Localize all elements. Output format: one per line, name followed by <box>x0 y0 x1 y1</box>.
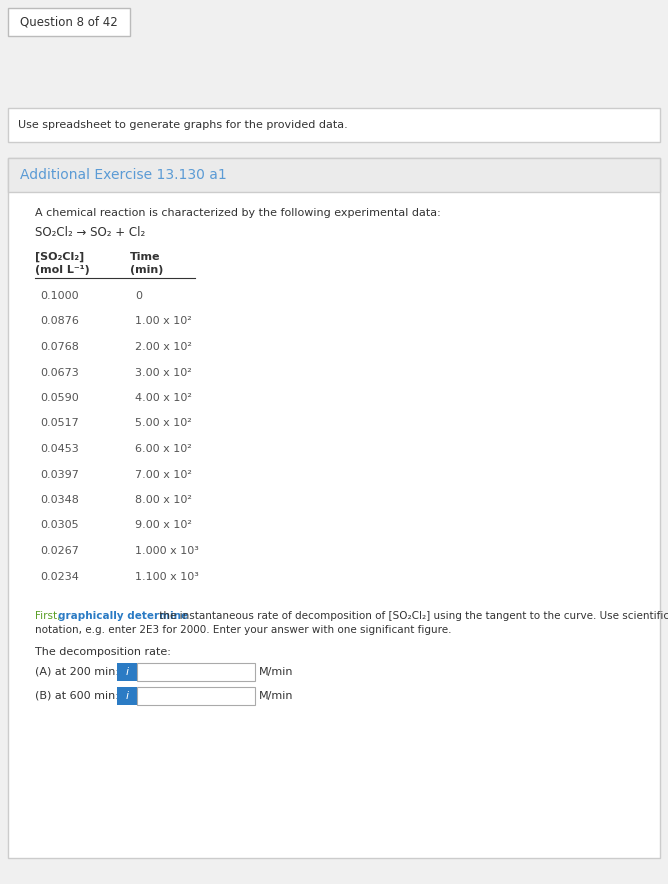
Text: M/min: M/min <box>259 691 293 701</box>
Text: 5.00 x 10²: 5.00 x 10² <box>135 418 192 429</box>
Text: 0.0348: 0.0348 <box>40 495 79 505</box>
Text: Question 8 of 42: Question 8 of 42 <box>20 16 118 28</box>
Bar <box>117 663 137 681</box>
Text: (mol L⁻¹): (mol L⁻¹) <box>35 265 90 275</box>
Text: 0.0517: 0.0517 <box>40 418 79 429</box>
Text: 0.0768: 0.0768 <box>40 342 79 352</box>
Text: 0.0397: 0.0397 <box>40 469 79 479</box>
Text: First,: First, <box>35 611 61 621</box>
Text: Additional Exercise 13.130 a1: Additional Exercise 13.130 a1 <box>20 168 226 182</box>
Text: 0.0267: 0.0267 <box>40 546 79 556</box>
Text: (A) at 200 min:: (A) at 200 min: <box>35 667 119 677</box>
Text: A chemical reaction is characterized by the following experimental data:: A chemical reaction is characterized by … <box>35 208 441 218</box>
Text: Time: Time <box>130 252 160 262</box>
Bar <box>8 158 660 192</box>
Text: 0.0453: 0.0453 <box>40 444 79 454</box>
Text: (B) at 600 min:: (B) at 600 min: <box>35 691 119 701</box>
Text: 6.00 x 10²: 6.00 x 10² <box>135 444 192 454</box>
Text: i: i <box>126 667 128 677</box>
Text: 9.00 x 10²: 9.00 x 10² <box>135 521 192 530</box>
Text: Use spreadsheet to generate graphs for the provided data.: Use spreadsheet to generate graphs for t… <box>18 120 348 130</box>
Text: M/min: M/min <box>259 667 293 677</box>
Text: 1.00 x 10²: 1.00 x 10² <box>135 316 192 326</box>
Text: 0.0590: 0.0590 <box>40 393 79 403</box>
Text: [SO₂Cl₂]: [SO₂Cl₂] <box>35 252 84 263</box>
Bar <box>8 8 130 36</box>
Text: 3.00 x 10²: 3.00 x 10² <box>135 368 192 377</box>
Text: 2.00 x 10²: 2.00 x 10² <box>135 342 192 352</box>
Text: SO₂Cl₂ → SO₂ + Cl₂: SO₂Cl₂ → SO₂ + Cl₂ <box>35 226 145 239</box>
Text: 4.00 x 10²: 4.00 x 10² <box>135 393 192 403</box>
Text: 0.0673: 0.0673 <box>40 368 79 377</box>
Text: 7.00 x 10²: 7.00 x 10² <box>135 469 192 479</box>
Bar <box>8 158 660 858</box>
Bar <box>137 687 255 705</box>
Text: 1.000 x 10³: 1.000 x 10³ <box>135 546 199 556</box>
Bar <box>117 687 137 705</box>
Text: 0.1000: 0.1000 <box>40 291 79 301</box>
Text: The decomposition rate:: The decomposition rate: <box>35 647 171 657</box>
Text: 0.0876: 0.0876 <box>40 316 79 326</box>
Text: 1.100 x 10³: 1.100 x 10³ <box>135 571 199 582</box>
Text: i: i <box>126 691 128 701</box>
Text: (min): (min) <box>130 265 164 275</box>
Bar <box>137 663 255 681</box>
Text: 0.0305: 0.0305 <box>40 521 79 530</box>
Text: 8.00 x 10²: 8.00 x 10² <box>135 495 192 505</box>
Bar <box>8 108 660 142</box>
Text: 0.0234: 0.0234 <box>40 571 79 582</box>
Text: the instantaneous rate of decomposition of [SO₂Cl₂] using the tangent to the cur: the instantaneous rate of decomposition … <box>156 611 668 621</box>
Text: graphically determine: graphically determine <box>58 611 188 621</box>
Text: notation, e.g. enter 2E3 for 2000. Enter your answer with one significant figure: notation, e.g. enter 2E3 for 2000. Enter… <box>35 625 452 635</box>
Text: 0: 0 <box>135 291 142 301</box>
